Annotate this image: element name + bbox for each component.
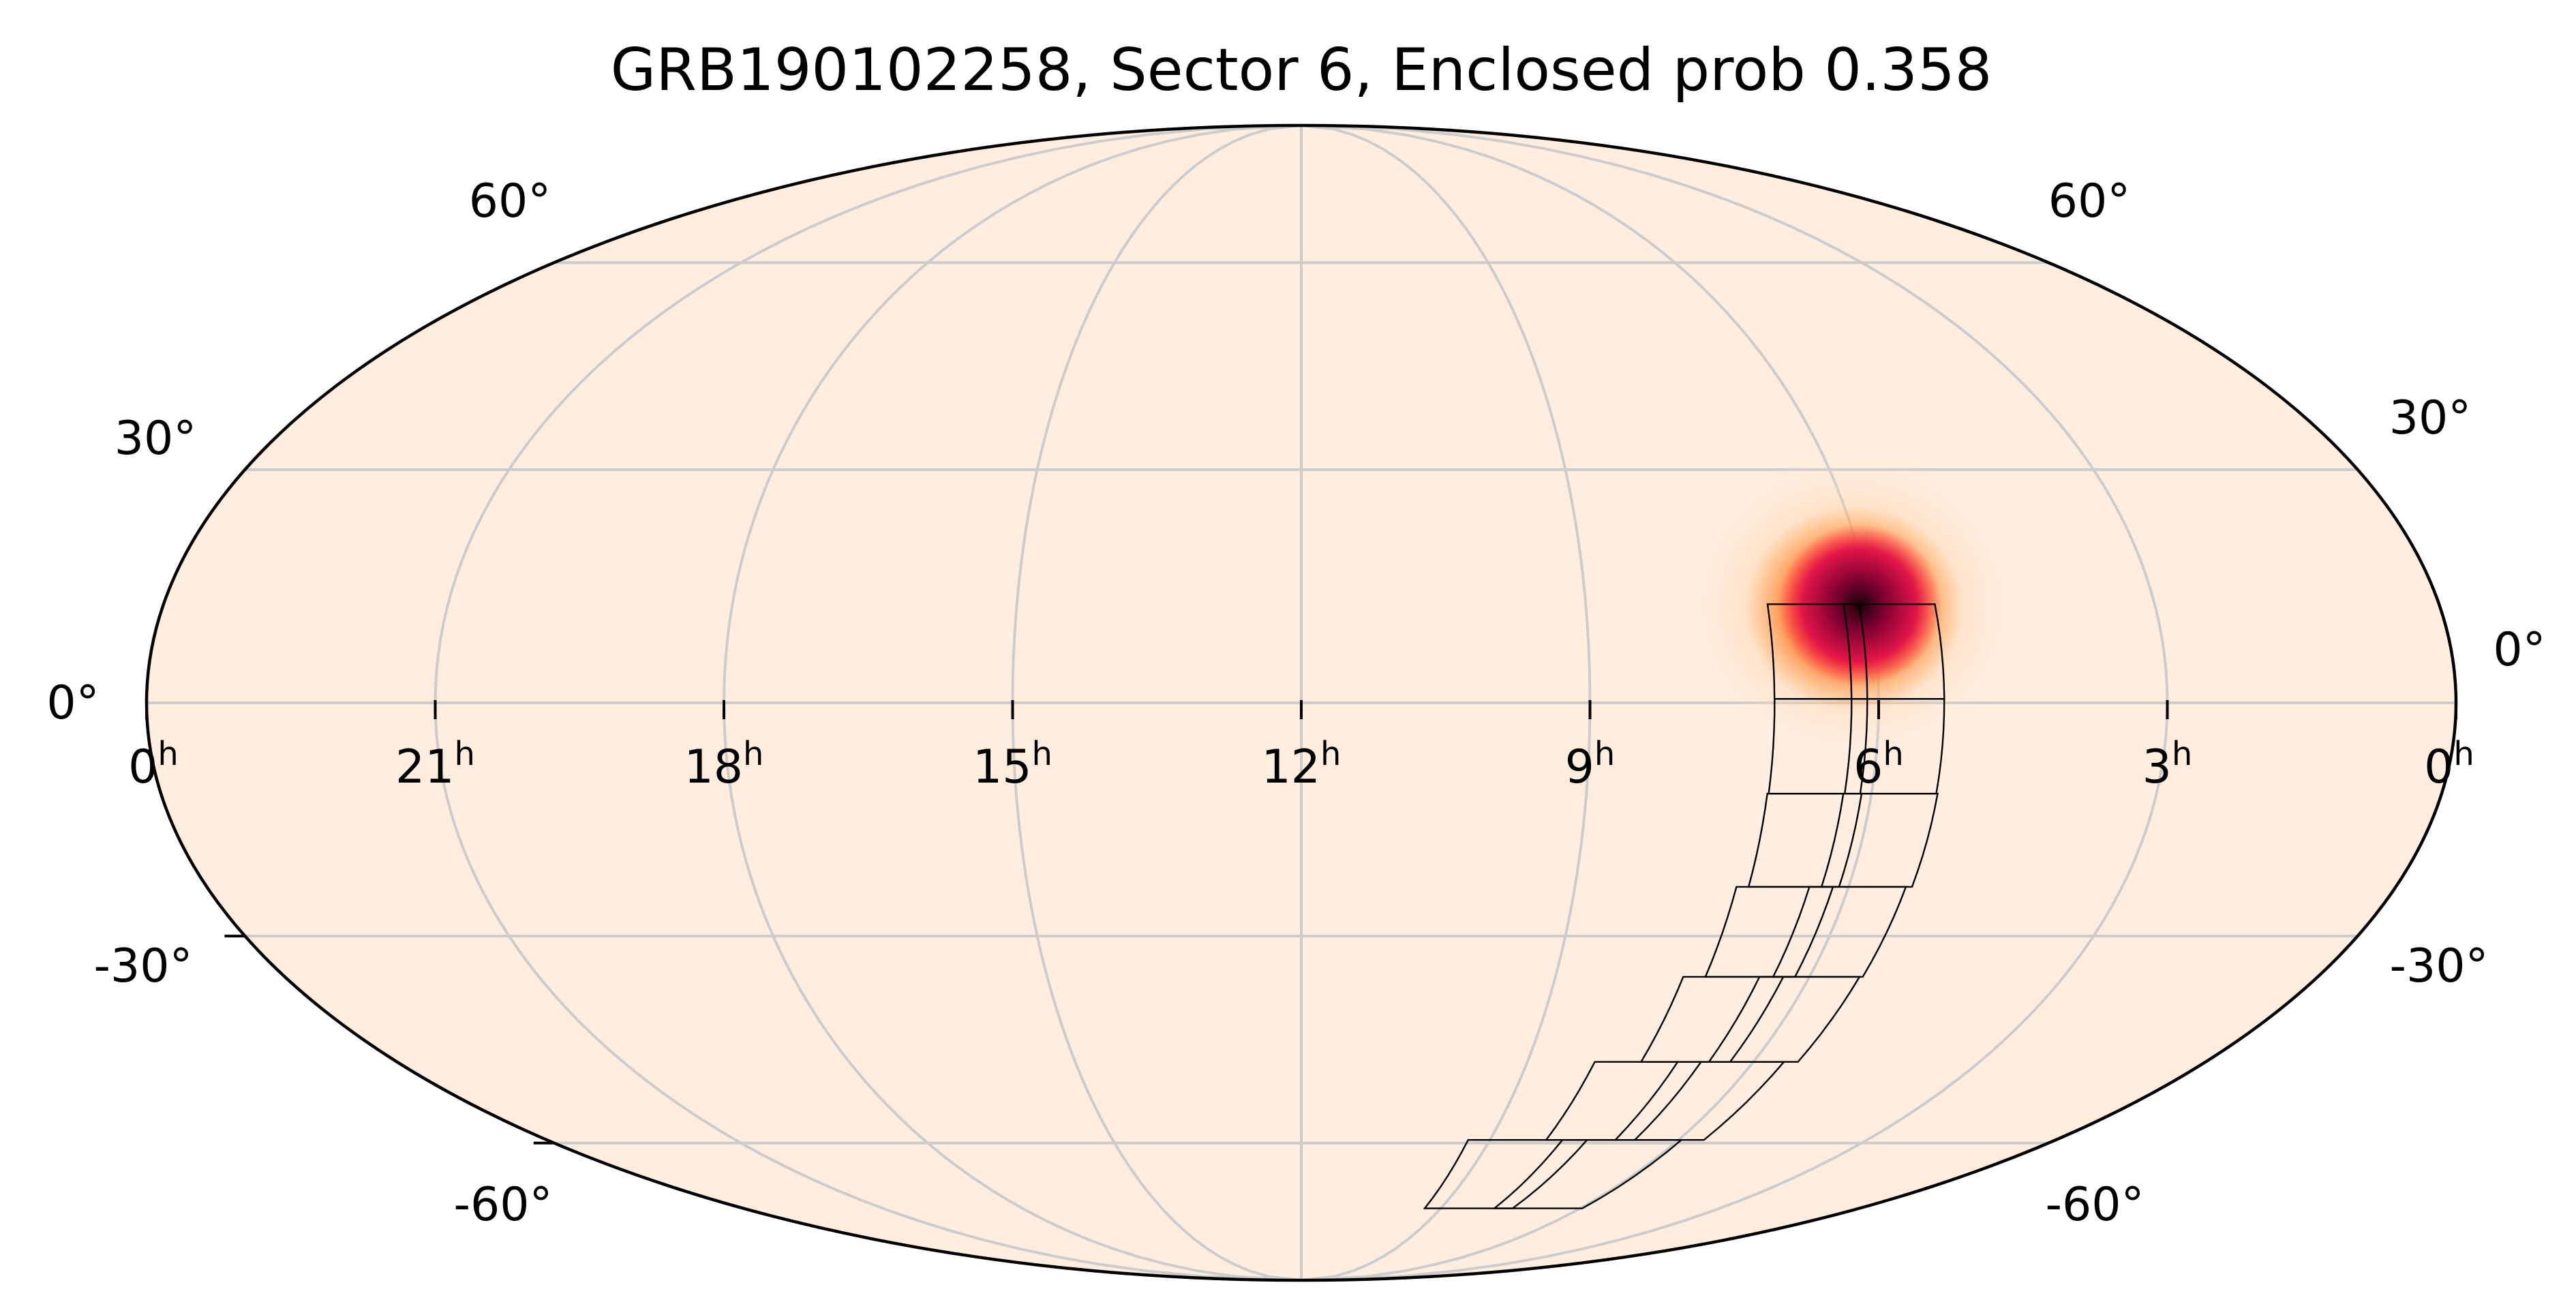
lat-label-right-0: 0° xyxy=(2493,623,2545,677)
sector-tile-9 xyxy=(1707,976,1862,1063)
sector-tile-5 xyxy=(1820,793,1939,888)
ra-label-5: 9h xyxy=(1565,735,1616,794)
map-title: GRB190102258, Sector 6, Enclosed prob 0.… xyxy=(611,36,1992,104)
lat-label-left-minus30: -30° xyxy=(93,939,192,993)
ra-label-7: 3h xyxy=(2142,735,2193,794)
ra-label-1: 21h xyxy=(395,735,475,794)
probability-peak xyxy=(1682,448,2024,762)
ra-label-3: 15h xyxy=(973,735,1052,794)
ra-label-0: 0h xyxy=(128,735,179,794)
lat-label-left-minus60: -60° xyxy=(453,1178,552,1232)
sector-tiles xyxy=(1423,603,1945,1209)
lat-label-left-30: 30° xyxy=(115,412,197,466)
lat-label-right-60: 60° xyxy=(2048,175,2131,228)
lat-label-left-60: 60° xyxy=(469,175,551,228)
ra-label-4: 12h xyxy=(1262,735,1342,794)
ra-label-2: 18h xyxy=(684,735,764,794)
lat-label-right-minus30: -30° xyxy=(2389,939,2488,993)
lat-label-left-0: 0° xyxy=(46,676,99,730)
lat-label-right-30: 30° xyxy=(2389,391,2472,445)
ra-labels: 0h 21h 18h 15h 12h 9h 6h 3h 0h xyxy=(128,735,2474,794)
ra-label-6: 6h xyxy=(1853,735,1904,794)
latitude-labels-left: 60° 30° 0° -30° -60° xyxy=(46,175,552,1232)
sector-tile-11 xyxy=(1613,1061,1786,1141)
lat-label-right-minus60: -60° xyxy=(2045,1178,2144,1232)
sector-tile-7 xyxy=(1772,886,1907,978)
latitude-labels-right: 60° 30° 0° -30° -60° xyxy=(2045,175,2545,1232)
map-frame xyxy=(145,123,2458,1282)
sector-tile-13 xyxy=(1491,1139,1684,1209)
ra-label-8: 0h xyxy=(2424,735,2474,794)
